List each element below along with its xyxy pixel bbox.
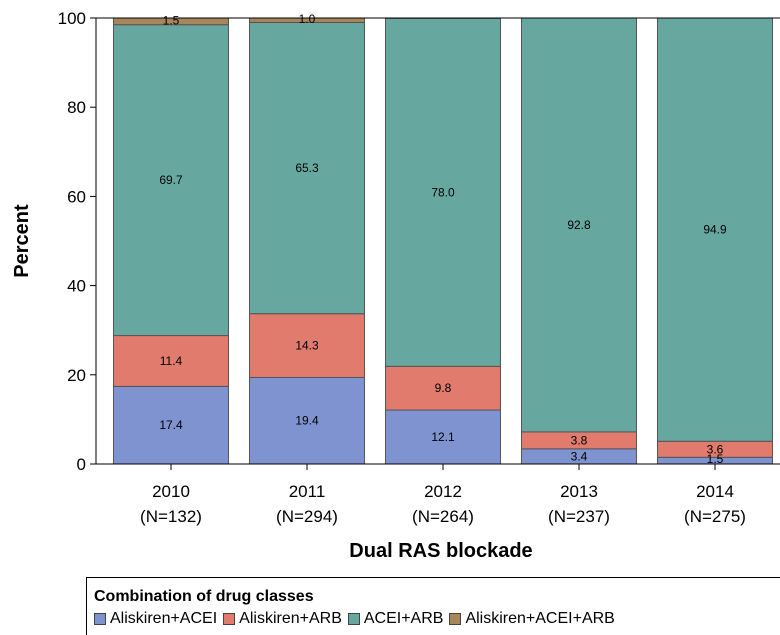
legend-label-2: Aliskiren+ARB [239, 610, 342, 627]
legend: Combination of drug classes Aliskiren+AC… [86, 577, 780, 635]
data-label-2013-1: 3.4 [571, 449, 588, 463]
bar-segment-2012-2 [385, 365, 501, 411]
legend-title: Combination of drug classes [94, 588, 314, 605]
y-tick-label-0: 0 [77, 455, 86, 474]
legend-label-4: Aliskiren+ACEI+ARB [465, 610, 615, 627]
data-label-2010-2: 11.4 [160, 354, 183, 368]
stacked-bar-chart: 17.4 11.4 69.7 1.5 2010 (N=132) 19.4 14.3 65.3 1.… [11, 9, 780, 562]
y-tick-label-100: 100 [58, 9, 86, 28]
bar-segment-2011-3 [249, 21, 365, 315]
bar-segment-2012-3 [385, 17, 501, 367]
bar-segment-2013-3 [521, 17, 637, 433]
data-label-2011-4: 1.0 [299, 12, 316, 26]
data-label-2014-3: 94.9 [703, 223, 727, 237]
data-label-2011-3: 65.3 [295, 161, 319, 175]
x-tick-sublabel-2011: (N=294) [276, 507, 338, 526]
legend-swatch-1 [94, 613, 106, 625]
data-label-2014-1: 1.5 [707, 452, 724, 466]
legend-items: Aliskiren+ACEI Aliskiren+ARB ACEI+ARB Alisk… [94, 610, 621, 628]
data-label-2012-3: 78.0 [431, 185, 455, 199]
x-tick-sublabel-2010: (N=132) [140, 507, 202, 526]
x-tick-label-2014: 2014 [696, 482, 734, 501]
x-tick-label-2012: 2012 [424, 482, 462, 501]
data-label-2010-1: 17.4 [159, 418, 183, 432]
y-axis-title: Percent [11, 204, 33, 278]
x-tick-sublabel-2013: (N=237) [548, 507, 610, 526]
data-label-2011-2: 14.3 [295, 339, 319, 353]
data-label-2010-3: 69.7 [159, 173, 183, 187]
x-tick-sublabel-2014: (N=275) [684, 507, 746, 526]
x-tick-label-2013: 2013 [560, 482, 598, 501]
x-axis-title: Dual RAS blockade [349, 540, 532, 562]
data-label-2012-2: 9.8 [435, 381, 452, 395]
legend-swatch-3 [347, 613, 360, 625]
y-tick-label-80: 80 [67, 98, 86, 117]
legend-label-3: ACEI+ARB [363, 610, 444, 627]
legend-swatch-2 [223, 613, 236, 625]
legend-swatch-4 [449, 613, 462, 625]
data-label-2013-2: 3.8 [571, 433, 588, 447]
bar-segment-2011-1 [249, 376, 365, 465]
bar-segment-2010-1 [113, 385, 229, 465]
y-tick-label-40: 40 [67, 277, 86, 296]
data-label-2010-4: 1.5 [163, 13, 180, 27]
legend-item-3: ACEI+ARB [347, 610, 444, 628]
x-tick-label-2011: 2011 [289, 482, 326, 501]
legend-item-2: Aliskiren+ARB [223, 610, 342, 628]
data-label-2012-1: 12.1 [431, 430, 455, 444]
legend-label-1: Aliskiren+ACEI [110, 610, 218, 627]
data-label-2011-1: 19.4 [295, 414, 319, 428]
legend-item-1: Aliskiren+ACEI [94, 610, 217, 628]
legend-item-4: Aliskiren+ACEI+ARB [449, 610, 615, 628]
data-label-2013-3: 92.8 [567, 218, 591, 232]
bar-segment-2010-2 [113, 335, 229, 387]
data-label-2014-2: 3.6 [707, 442, 724, 456]
y-tick-label-20: 20 [67, 366, 86, 385]
x-tick-sublabel-2012: (N=264) [412, 507, 474, 526]
y-tick-label-60: 60 [67, 187, 86, 206]
x-tick-label-2010: 2010 [152, 482, 190, 501]
bar-segment-2014-3 [657, 17, 773, 442]
